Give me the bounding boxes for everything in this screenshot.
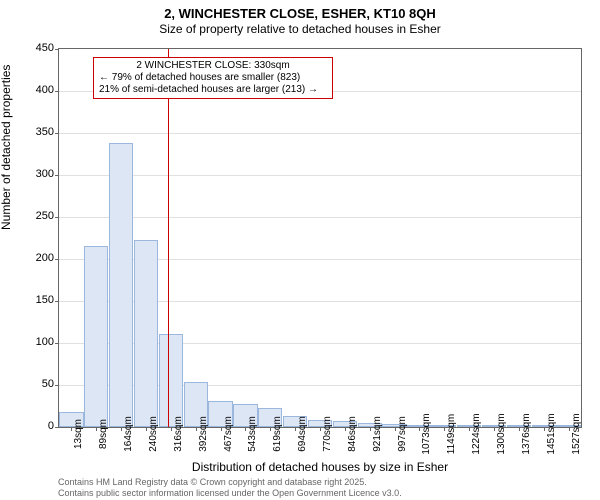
xtick-mark bbox=[345, 427, 346, 431]
xtick-label: 770sqm bbox=[322, 416, 333, 452]
xtick-mark bbox=[171, 427, 172, 431]
ytick-mark bbox=[55, 259, 59, 260]
xtick-label: 316sqm bbox=[173, 416, 184, 452]
ytick-mark bbox=[55, 133, 59, 134]
chart-container: 2, WINCHESTER CLOSE, ESHER, KT10 8QH Siz… bbox=[0, 0, 600, 500]
histogram-bar bbox=[159, 334, 183, 427]
plot-area: 2 WINCHESTER CLOSE: 330sqm← 79% of detac… bbox=[58, 48, 582, 428]
xtick-label: 89sqm bbox=[98, 419, 109, 449]
xtick-label: 392sqm bbox=[198, 416, 209, 452]
chart-subtitle: Size of property relative to detached ho… bbox=[0, 21, 600, 36]
ytick-mark bbox=[55, 427, 59, 428]
histogram-bar bbox=[134, 240, 158, 427]
xtick-label: 13sqm bbox=[73, 419, 84, 449]
xtick-mark bbox=[544, 427, 545, 431]
histogram-bar bbox=[84, 246, 108, 427]
y-axis-label: Number of detached properties bbox=[0, 65, 13, 230]
ytick-mark bbox=[55, 385, 59, 386]
xtick-label: 1451sqm bbox=[546, 413, 557, 454]
histogram-bar bbox=[109, 143, 133, 427]
chart-title: 2, WINCHESTER CLOSE, ESHER, KT10 8QH bbox=[0, 0, 600, 21]
xtick-mark bbox=[519, 427, 520, 431]
xtick-mark bbox=[121, 427, 122, 431]
ytick-mark bbox=[55, 217, 59, 218]
annotation-line3: 21% of semi-detached houses are larger (… bbox=[99, 84, 327, 96]
ytick-label: 150 bbox=[36, 294, 54, 306]
credits: Contains HM Land Registry data © Crown c… bbox=[58, 477, 402, 498]
xtick-mark bbox=[569, 427, 570, 431]
ytick-label: 450 bbox=[36, 42, 54, 54]
xtick-label: 1376sqm bbox=[521, 413, 532, 454]
ytick-mark bbox=[55, 175, 59, 176]
xtick-label: 619sqm bbox=[272, 416, 283, 452]
ytick-label: 250 bbox=[36, 210, 54, 222]
xtick-label: 997sqm bbox=[397, 416, 408, 452]
xtick-mark bbox=[469, 427, 470, 431]
xtick-label: 921sqm bbox=[372, 416, 383, 452]
xtick-label: 1073sqm bbox=[421, 413, 432, 454]
xtick-label: 1300sqm bbox=[496, 413, 507, 454]
gridline bbox=[59, 133, 581, 134]
xtick-label: 694sqm bbox=[297, 416, 308, 452]
property-marker-line bbox=[168, 49, 169, 427]
ytick-label: 350 bbox=[36, 126, 54, 138]
xtick-label: 240sqm bbox=[148, 416, 159, 452]
xtick-label: 1527sqm bbox=[571, 413, 582, 454]
ytick-mark bbox=[55, 301, 59, 302]
gridline bbox=[59, 175, 581, 176]
annotation-box: 2 WINCHESTER CLOSE: 330sqm← 79% of detac… bbox=[93, 57, 333, 99]
credits-line-2: Contains public sector information licen… bbox=[58, 488, 402, 498]
ytick-label: 50 bbox=[42, 378, 54, 390]
ytick-mark bbox=[55, 91, 59, 92]
ytick-label: 300 bbox=[36, 168, 54, 180]
xtick-label: 164sqm bbox=[123, 416, 134, 452]
xtick-mark bbox=[221, 427, 222, 431]
xtick-mark bbox=[295, 427, 296, 431]
xtick-mark bbox=[146, 427, 147, 431]
credits-line-1: Contains HM Land Registry data © Crown c… bbox=[58, 477, 402, 487]
gridline bbox=[59, 217, 581, 218]
xtick-label: 846sqm bbox=[347, 416, 358, 452]
xtick-label: 467sqm bbox=[223, 416, 234, 452]
x-axis-label: Distribution of detached houses by size … bbox=[58, 460, 582, 474]
ytick-label: 400 bbox=[36, 84, 54, 96]
ytick-label: 100 bbox=[36, 336, 54, 348]
ytick-label: 0 bbox=[48, 420, 54, 432]
annotation-line2: ← 79% of detached houses are smaller (82… bbox=[99, 72, 327, 84]
xtick-mark bbox=[494, 427, 495, 431]
annotation-line1: 2 WINCHESTER CLOSE: 330sqm bbox=[99, 60, 327, 72]
xtick-label: 1224sqm bbox=[471, 413, 482, 454]
xtick-label: 1149sqm bbox=[446, 414, 457, 454]
xtick-mark bbox=[196, 427, 197, 431]
xtick-label: 543sqm bbox=[247, 416, 258, 452]
xtick-mark bbox=[320, 427, 321, 431]
xtick-mark bbox=[395, 427, 396, 431]
ytick-mark bbox=[55, 343, 59, 344]
ytick-mark bbox=[55, 49, 59, 50]
xtick-mark bbox=[370, 427, 371, 431]
ytick-label: 200 bbox=[36, 252, 54, 264]
